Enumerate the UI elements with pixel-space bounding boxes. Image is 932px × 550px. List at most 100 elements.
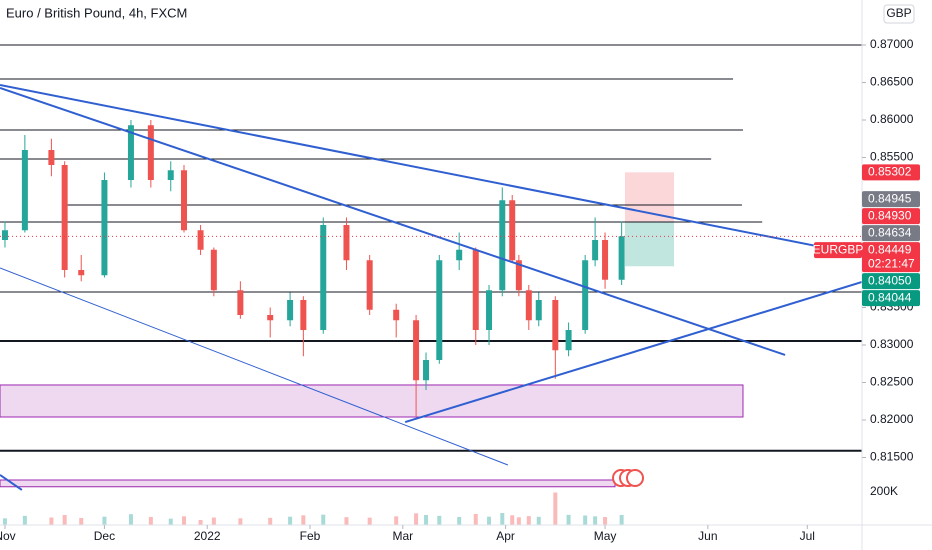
volume-bar — [301, 515, 306, 525]
volume-bar — [553, 492, 558, 525]
y-tick-label: 0.86500 — [870, 75, 914, 89]
volume-bar — [526, 516, 531, 525]
volume-bar — [487, 516, 492, 525]
price-label-box — [862, 290, 920, 307]
price-label: 0.84050 — [868, 273, 912, 287]
volume-bar — [238, 518, 243, 525]
y-tick-label: 0.87000 — [870, 37, 914, 51]
volume-bar — [268, 517, 273, 525]
candle-body — [515, 260, 522, 291]
volume-bar — [321, 514, 326, 525]
volume-bar — [2, 518, 7, 525]
candle-body — [472, 249, 479, 330]
candle-body — [237, 290, 244, 315]
volume-bar — [394, 516, 399, 525]
candle-body — [78, 270, 85, 276]
trend-line — [0, 474, 23, 491]
volume-bar — [510, 515, 515, 525]
trend-line — [404, 281, 862, 423]
price-label-box — [862, 208, 920, 225]
trend-line — [0, 87, 786, 356]
y-tick-label: 0.82000 — [870, 412, 914, 426]
volume-bar — [62, 515, 67, 525]
volume-bar — [414, 513, 419, 525]
symbol-label: EURGBP — [813, 242, 864, 256]
candle-body — [486, 290, 493, 330]
volume-bar — [437, 515, 442, 525]
y-tick-label: 0.81500 — [870, 450, 914, 464]
volume-bar — [79, 518, 84, 525]
candle-body — [1, 230, 8, 240]
volume-tick-label: 200K — [870, 484, 898, 498]
candle-body — [48, 150, 55, 165]
price-label-box — [862, 225, 920, 242]
price-label: 0.84449 — [868, 242, 912, 256]
volume-bar — [128, 514, 133, 525]
candle-body — [423, 360, 430, 381]
volume-bar — [566, 514, 571, 525]
candle-body — [167, 170, 174, 180]
volume-bar — [536, 516, 541, 525]
price-label: 0.85302 — [868, 165, 912, 179]
candle-body — [602, 240, 609, 280]
volume-bar — [424, 515, 429, 525]
price-label-box — [862, 191, 920, 208]
countdown: 02:21:47 — [868, 256, 915, 270]
y-tick-label: 0.86000 — [870, 112, 914, 126]
volume-bar — [619, 515, 624, 525]
price-label-box — [862, 273, 920, 290]
zone — [0, 479, 616, 488]
candle-body — [552, 300, 559, 351]
candle-body — [343, 225, 350, 261]
candle-body — [267, 315, 274, 321]
price-label: 0.84930 — [868, 208, 912, 222]
trend-line — [0, 267, 509, 466]
candle-body — [535, 300, 542, 321]
volume-bar — [367, 517, 372, 525]
x-tick-label: 2022 — [194, 529, 221, 543]
candle-body — [287, 300, 294, 321]
candle-body — [320, 225, 327, 330]
candle-body — [456, 249, 463, 261]
candle-body — [582, 260, 589, 330]
volume-bar — [148, 517, 153, 525]
x-tick-label: Jun — [698, 529, 717, 543]
volume-bar — [211, 517, 216, 525]
volume-bar — [500, 513, 505, 525]
price-label: 0.84044 — [868, 290, 912, 304]
candle-body — [618, 236, 625, 280]
volume-bar — [457, 517, 462, 525]
candle-body — [300, 300, 307, 330]
x-tick-label: Apr — [496, 529, 515, 543]
volume-bar — [473, 514, 478, 525]
trend-line — [0, 83, 862, 256]
volume-bar — [593, 516, 598, 525]
x-tick-label: Dec — [94, 529, 115, 543]
candle-body — [413, 320, 420, 381]
currency-badge[interactable] — [883, 4, 915, 24]
candle-body — [393, 309, 400, 321]
volume-bar — [102, 516, 107, 525]
price-label: 0.84945 — [868, 191, 912, 205]
volume-bar — [49, 517, 54, 525]
candle-body — [197, 230, 204, 250]
candle-body — [210, 249, 217, 291]
volume-bar — [22, 515, 27, 525]
x-tick-label: Nov — [0, 529, 16, 543]
candle-body — [565, 330, 572, 351]
x-tick-label: May — [594, 529, 617, 543]
volume-bar — [182, 516, 187, 525]
volume-bar — [583, 515, 588, 525]
candle-body — [366, 260, 373, 310]
candle-body — [592, 240, 599, 261]
axes: 0.870000.865000.860000.855000.825000.835… — [0, 37, 920, 543]
volume-bar — [168, 518, 173, 525]
candle-body — [181, 170, 188, 231]
candle-body — [21, 150, 28, 231]
candle-body — [499, 200, 506, 291]
y-tick-label: 0.82500 — [870, 375, 914, 389]
currency-label: GBP — [886, 6, 911, 20]
candle-body — [127, 125, 134, 180]
plot-area — [0, 44, 862, 525]
